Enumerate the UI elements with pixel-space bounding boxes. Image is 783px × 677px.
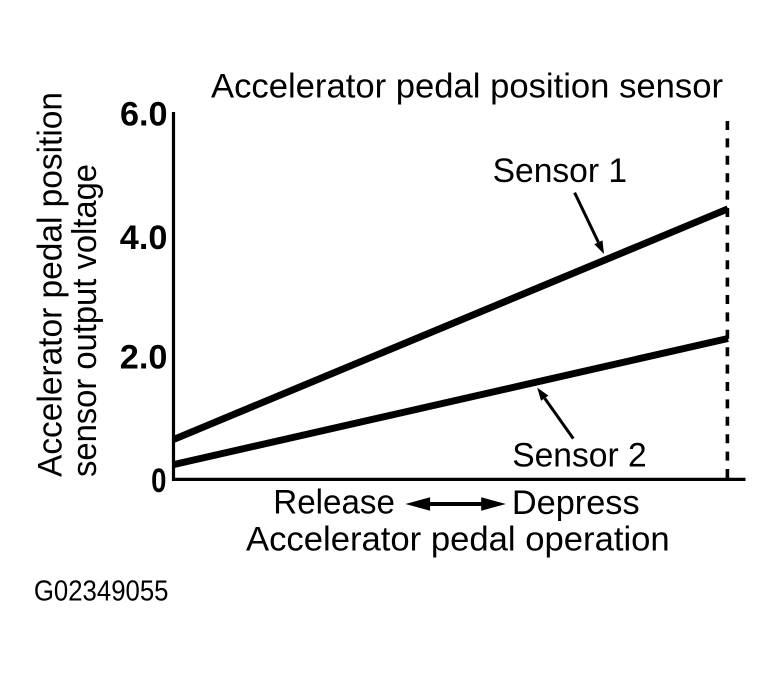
svg-text:Sensor 2: Sensor 2 [512, 436, 647, 474]
svg-text:Release: Release [273, 484, 395, 522]
svg-text:Accelerator pedal operation: Accelerator pedal operation [246, 521, 670, 559]
svg-text:2.0: 2.0 [120, 339, 168, 377]
svg-text:Sensor 1: Sensor 1 [493, 152, 627, 190]
svg-text:6.0: 6.0 [120, 95, 168, 133]
svg-text:0: 0 [151, 462, 166, 500]
svg-text:Depress: Depress [512, 484, 640, 522]
svg-text:Accelerator pedal position sen: Accelerator pedal position sensor [211, 68, 723, 106]
svg-text:G02349055: G02349055 [34, 576, 169, 608]
svg-text:sensor output voltage: sensor output voltage [66, 164, 104, 477]
svg-text:4.0: 4.0 [120, 219, 168, 257]
svg-text:Accelerator pedal position: Accelerator pedal position [32, 92, 70, 477]
